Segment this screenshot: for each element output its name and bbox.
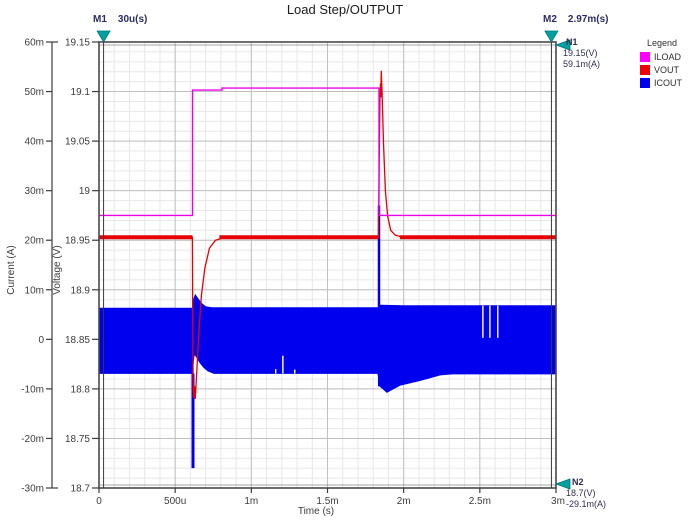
time-tick-label: 1.5m bbox=[316, 496, 338, 507]
legend-label-iload: ILOAD bbox=[654, 52, 682, 62]
voltage-tick-label: 19 bbox=[79, 186, 91, 197]
voltage-tick-label: 18.8 bbox=[71, 384, 91, 395]
voltage-tick-label: 18.85 bbox=[65, 335, 90, 346]
iload-trace bbox=[99, 87, 556, 217]
voltage-tick-label: 19.15 bbox=[65, 38, 90, 49]
time-tick-label: 2.5m bbox=[469, 496, 491, 507]
cursor-m2-handle[interactable] bbox=[544, 30, 559, 43]
annotation-n2: N2 18.7(V) -29.1m(A) bbox=[566, 477, 606, 510]
legend-label-vout: VOUT bbox=[654, 65, 680, 75]
annotation-n2-arrow-icon[interactable] bbox=[554, 478, 571, 490]
current-tick-label: -10m bbox=[21, 384, 44, 395]
cursor-m1-value: 30u(s) bbox=[117, 14, 148, 25]
current-tick-label: 20m bbox=[25, 236, 44, 247]
annotation-n1-voltage: 19.15(V) bbox=[563, 48, 598, 58]
iload-swatch-icon bbox=[640, 52, 650, 62]
annotation-n1-current: 59.1m(A) bbox=[563, 59, 601, 69]
annotation-n2-voltage: 18.7(V) bbox=[566, 488, 596, 498]
current-tick-label: 50m bbox=[25, 87, 44, 98]
time-tick-label: 500u bbox=[164, 496, 186, 507]
cursor-m2-label[interactable]: M2 2.97m(s) bbox=[543, 14, 608, 25]
current-tick-label: 10m bbox=[25, 285, 44, 296]
voltage-tick-label: 18.95 bbox=[65, 236, 90, 247]
annotation-n1-arrow-icon[interactable] bbox=[554, 39, 571, 51]
time-axis-label: Time (s) bbox=[297, 506, 335, 517]
cursor-m1-label[interactable]: M1 30u(s) bbox=[93, 14, 147, 25]
current-tick-label: 0 bbox=[38, 335, 44, 346]
vout-swatch-icon bbox=[640, 65, 650, 75]
current-tick-label: 40m bbox=[25, 137, 44, 148]
legend-item-icout[interactable]: ICOUT bbox=[640, 78, 700, 88]
annotation-n2-current: -29.1m(A) bbox=[566, 499, 607, 509]
annotation-n2-name: N2 bbox=[572, 477, 584, 487]
legend-title: Legend bbox=[647, 38, 678, 48]
time-tick-label: 0 bbox=[96, 496, 102, 507]
cursor-m2-value: 2.97m(s) bbox=[567, 14, 609, 25]
page-title: Load Step/OUTPUT bbox=[286, 2, 404, 17]
time-tick-label: 1m bbox=[244, 496, 258, 507]
cursor-m2-name: M2 bbox=[543, 14, 557, 25]
icout-trace bbox=[98, 293, 557, 393]
current-tick-label: 30m bbox=[25, 186, 44, 197]
legend: Legend ILOAD VOUT ICOUT bbox=[640, 38, 700, 91]
cursor-m1-name: M1 bbox=[93, 14, 107, 25]
legend-item-iload[interactable]: ILOAD bbox=[640, 52, 700, 62]
legend-item-vout[interactable]: VOUT bbox=[640, 65, 700, 75]
current-tick-label: -20m bbox=[21, 434, 44, 445]
current-tick-label: -30m bbox=[21, 484, 44, 495]
current-tick-label: 60m bbox=[25, 38, 44, 49]
icout-swatch-icon bbox=[640, 78, 650, 88]
cursor-m1-handle[interactable] bbox=[96, 30, 111, 43]
voltage-tick-label: 18.7 bbox=[71, 484, 91, 495]
time-tick-label: 2m bbox=[397, 496, 411, 507]
legend-label-icout: ICOUT bbox=[654, 78, 682, 88]
time-tick-label: 3m bbox=[551, 496, 565, 507]
voltage-tick-label: 19.1 bbox=[71, 87, 91, 98]
annotation-n1: N1 19.15(V) 59.1m(A) bbox=[563, 37, 600, 70]
voltage-tick-label: 18.75 bbox=[65, 434, 90, 445]
voltage-tick-label: 18.9 bbox=[71, 285, 91, 296]
voltage-tick-label: 19.05 bbox=[65, 137, 90, 148]
annotation-n1-name: N1 bbox=[566, 37, 578, 47]
